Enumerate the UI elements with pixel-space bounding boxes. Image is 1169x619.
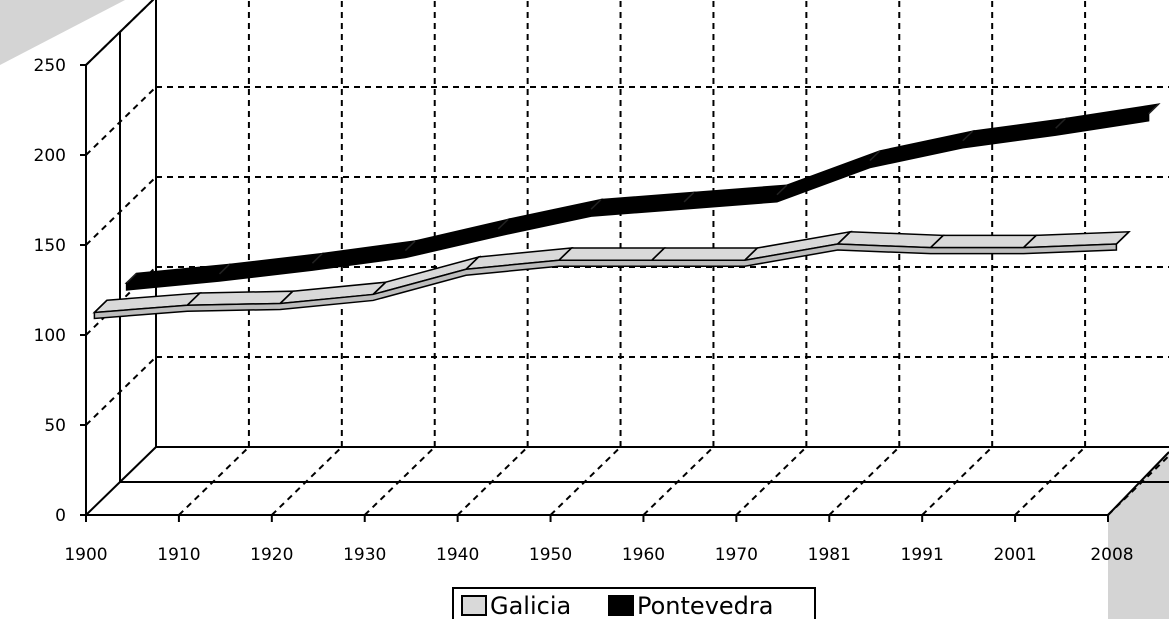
y-tick-label: 100: [34, 326, 66, 346]
series-galicia-point: [930, 234, 944, 249]
x-tick-label: 1940: [436, 545, 479, 565]
x-tick-label: 2001: [993, 545, 1036, 565]
x-tick-label: 1920: [250, 545, 293, 565]
corner-wedge-top-left: [0, 0, 125, 65]
legend: Galicia Pontevedra: [452, 587, 816, 619]
frame-layer: [85, 0, 1169, 516]
side-top-edge: [85, 0, 155, 66]
corner-wedge-bottom-right: [1108, 452, 1169, 619]
y-tick-label: 150: [34, 236, 66, 256]
y-tick-label: 250: [34, 56, 66, 76]
x-tick-label: 1950: [529, 545, 572, 565]
series-pontevedra-ribbon: [124, 103, 1161, 291]
series-galicia-point: [1115, 231, 1130, 245]
series-galicia-point: [651, 247, 665, 261]
series-pontevedra-point: [962, 130, 974, 142]
series-pontevedra-point: [776, 184, 788, 196]
series-pontevedra-point: [683, 191, 695, 203]
floor-right-edge: [1107, 451, 1169, 516]
series-pontevedra-point: [218, 263, 230, 275]
y-tick-label: 50: [44, 416, 66, 436]
legend-swatch-galicia: [461, 595, 487, 616]
series-galicia-point: [465, 256, 480, 270]
x-tick-label: 1970: [715, 545, 758, 565]
series-pontevedra-point: [311, 253, 323, 264]
series-pontevedra-point: [1055, 118, 1067, 129]
legend-swatch-pontevedra: [608, 595, 634, 616]
series-pontevedra-point: [590, 199, 602, 210]
x-tick-label: 1960: [622, 545, 665, 565]
y-tick-label: 200: [34, 146, 66, 166]
series-pontevedra-point: [869, 150, 881, 162]
legend-label-pontevedra: Pontevedra: [637, 592, 773, 619]
series-galicia-point: [558, 247, 573, 261]
series-galicia-ribbon: [92, 230, 1131, 320]
x-tick-label: 1991: [901, 545, 944, 565]
series-galicia-point: [186, 292, 201, 306]
x-tick-label: 1900: [64, 545, 107, 565]
series-galicia-segment: [650, 247, 760, 261]
x-tick-label: 2008: [1090, 545, 1133, 565]
x-tick-label: 1930: [343, 545, 386, 565]
series-layer: [92, 103, 1161, 320]
floor-left-edge: [85, 446, 157, 516]
legend-label-galicia: Galicia: [490, 592, 571, 619]
series-galicia-segment: [557, 247, 667, 261]
x-axis-ticks: 1900 1910 1920 1930 1940 1950 1960 1970 1981 1991…: [64, 515, 1134, 565]
y-tick-label: 0: [55, 506, 66, 526]
series-pontevedra-point: [497, 218, 509, 230]
series-galicia-point: [744, 247, 758, 261]
series-pontevedra-point: [1148, 103, 1159, 115]
series-pontevedra-point: [404, 240, 416, 252]
x-tick-label: 1981: [808, 545, 851, 565]
x-tick-label: 1910: [157, 545, 200, 565]
series-galicia-point: [837, 231, 851, 245]
series-galicia-segment: [928, 234, 1038, 249]
series-galicia-point: [279, 290, 294, 304]
y-axis-ticks: 0 50 100 150 200 250: [34, 56, 86, 526]
series-pontevedra-point: [126, 272, 137, 284]
series-galicia-point: [93, 299, 108, 313]
series-galicia-point: [372, 281, 387, 295]
series-galicia-point: [1022, 234, 1037, 249]
